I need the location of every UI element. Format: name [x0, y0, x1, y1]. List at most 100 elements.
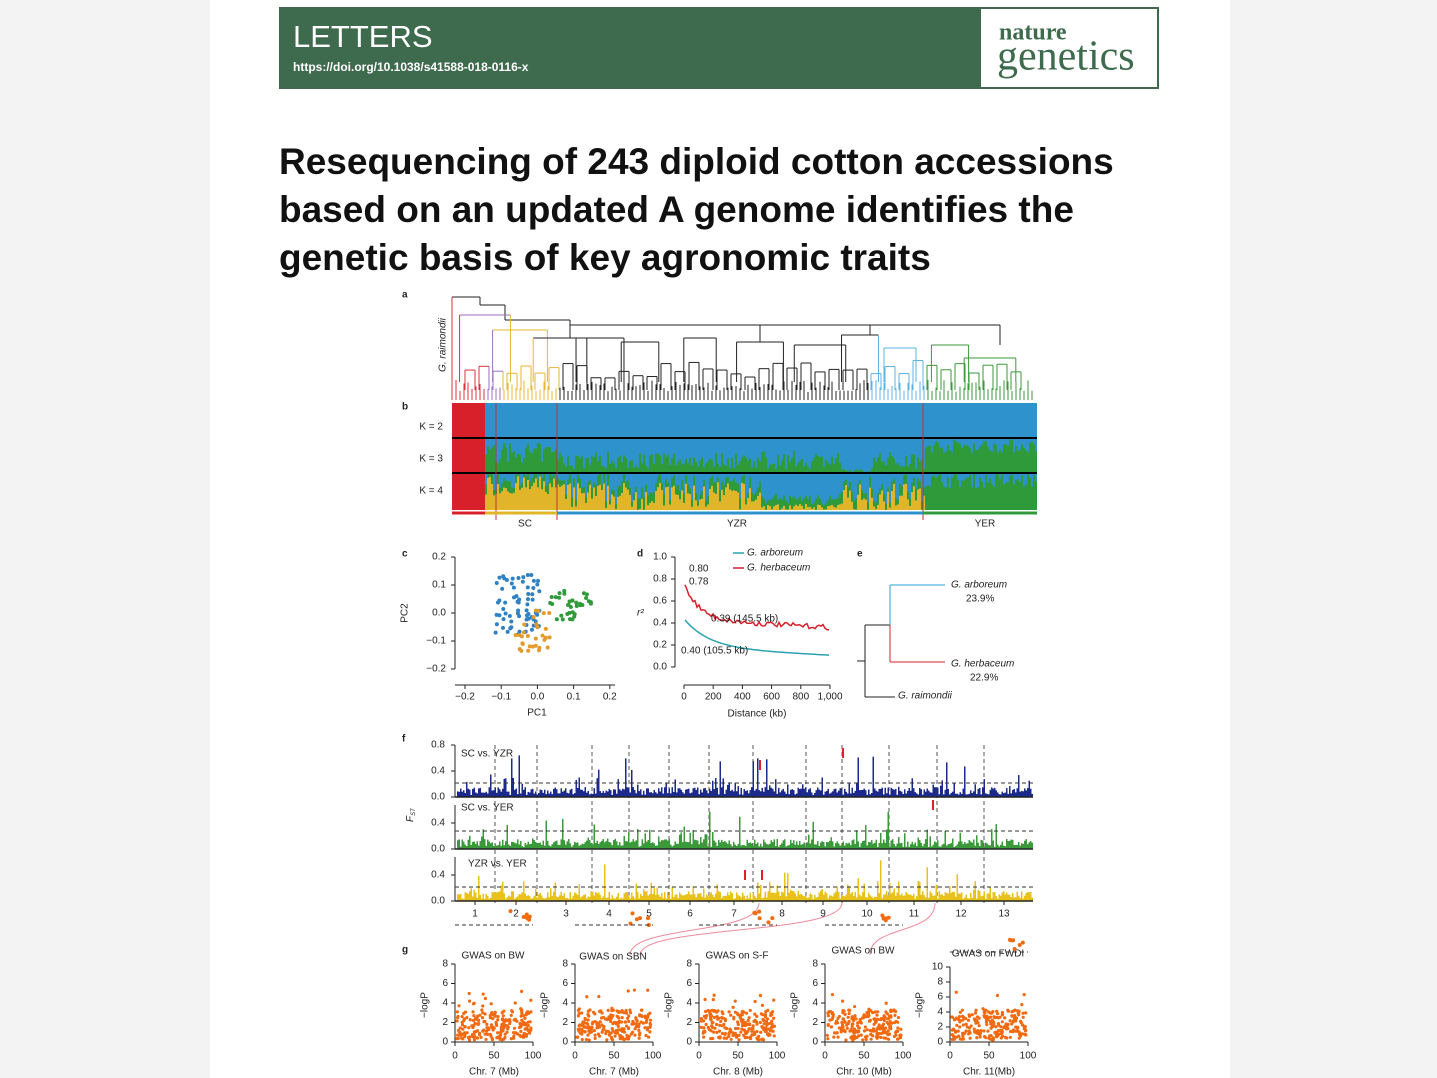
structure-column — [861, 499, 863, 510]
fst-bar — [971, 842, 973, 849]
gwas-point — [957, 1014, 962, 1019]
fst-bar — [938, 846, 940, 849]
structure-column — [515, 483, 517, 510]
structure-column — [909, 498, 911, 506]
fst-bar — [778, 891, 780, 901]
fst-bar — [571, 788, 573, 797]
fst-bar — [778, 787, 780, 797]
fst-bar — [671, 886, 673, 901]
gwas-point — [958, 1010, 962, 1014]
structure-column — [997, 474, 999, 510]
fst-bar — [679, 892, 681, 901]
axis-label: Chr. 10 (Mb) — [836, 1067, 892, 1078]
gwas-point — [512, 1026, 517, 1030]
gwas-point — [471, 1010, 475, 1014]
fst-bar — [1003, 793, 1005, 797]
gwas-point — [846, 1015, 850, 1019]
gwas-point — [472, 1032, 476, 1036]
fst-bar — [1021, 790, 1023, 797]
gwas-point — [956, 1029, 960, 1033]
gwas-point — [955, 1023, 959, 1027]
gwas-point — [1013, 1008, 1017, 1012]
structure-column — [895, 498, 897, 506]
gwas-point — [477, 1031, 482, 1035]
fst-bar — [962, 788, 964, 797]
structure-column — [511, 452, 513, 473]
structure-column — [605, 467, 607, 473]
fst-bar — [625, 892, 627, 901]
fst-bar — [890, 787, 892, 797]
fst-bar — [500, 845, 502, 849]
structure-column — [823, 504, 825, 510]
gwas-point — [961, 1023, 965, 1027]
fst-bar — [1001, 841, 1003, 849]
fst-bar — [889, 882, 891, 901]
structure-column — [621, 481, 623, 493]
fst-bar — [782, 840, 784, 849]
gwas-point — [617, 1021, 621, 1025]
structure-column — [593, 482, 595, 488]
gwas-point — [580, 1011, 584, 1015]
structure-column — [795, 504, 797, 510]
structure-column — [999, 449, 1001, 473]
fst-bar — [821, 889, 823, 901]
group-label: SC — [518, 519, 532, 530]
fst-bar — [665, 783, 667, 797]
structure-column — [787, 503, 789, 510]
structure-column — [875, 508, 877, 510]
gwas-point — [467, 991, 471, 996]
fst-bar — [812, 794, 814, 797]
gwas-point — [746, 1018, 750, 1023]
fst-bar — [973, 791, 975, 797]
fst-bar — [656, 793, 658, 797]
fst-bar — [983, 779, 985, 797]
y-tick-label: 8 — [442, 959, 448, 970]
fst-bar — [704, 788, 706, 797]
fst-bar — [700, 789, 702, 797]
fst-bar — [467, 839, 469, 849]
gwas-point — [528, 1031, 532, 1035]
structure-column — [741, 476, 743, 483]
structure-column — [635, 487, 637, 493]
fst-bar — [481, 898, 483, 901]
gwas-point — [873, 1017, 877, 1021]
fst-bar — [673, 897, 675, 901]
fst-bar — [782, 892, 784, 901]
fst-bar — [701, 842, 703, 849]
gwas-point — [990, 1025, 994, 1029]
structure-column — [545, 491, 547, 510]
k-label: K = 2 — [419, 422, 443, 433]
gwas-point — [747, 1027, 751, 1031]
x-tick-label: 100 — [645, 1051, 662, 1062]
fst-bar — [487, 793, 489, 797]
structure-column — [529, 481, 531, 490]
fst-bar — [625, 758, 627, 797]
structure-column — [627, 480, 629, 490]
fst-bar — [671, 787, 673, 797]
gwas-point — [753, 1012, 757, 1016]
fst-bar — [523, 881, 525, 901]
fst-bar — [833, 846, 835, 849]
gwas-point — [1017, 943, 1022, 948]
fst-bar — [746, 790, 748, 797]
structure-column — [1035, 481, 1037, 510]
fst-bar — [1018, 841, 1020, 849]
fst-bar — [770, 892, 772, 901]
gwas-point — [984, 1018, 989, 1022]
structure-column — [847, 497, 849, 510]
fst-bar — [820, 790, 822, 797]
gwas-point — [746, 1029, 750, 1033]
gwas-point — [993, 1016, 997, 1020]
structure-column — [681, 490, 683, 510]
structure-column — [539, 443, 541, 473]
fst-bar — [632, 896, 634, 901]
structure-column — [841, 469, 843, 473]
fst-bar — [670, 844, 672, 849]
fst-bar — [647, 895, 649, 901]
structure-column — [865, 493, 867, 500]
fst-bar — [878, 843, 880, 849]
fst-bar — [988, 845, 990, 849]
fst-bar — [664, 892, 666, 901]
gwas-point — [850, 1025, 854, 1029]
structure-column — [491, 474, 493, 484]
